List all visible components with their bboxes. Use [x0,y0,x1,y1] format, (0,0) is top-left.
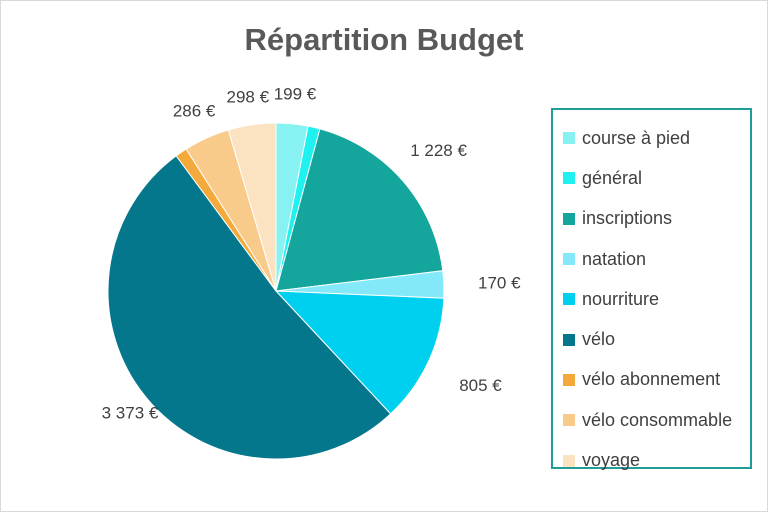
legend-label: voyage [582,450,641,471]
legend-label: natation [582,248,647,269]
legend-item-velo-abonnement: vélo abonnement [553,360,750,400]
data-label-course-a-pied: 199 € [274,85,317,104]
legend-swatch [563,414,575,427]
data-label-velo: 3 373 € [102,403,159,422]
legend-item-voyage: voyage [553,440,750,480]
legend-item-inscriptions: inscriptions [553,199,750,239]
legend-label: inscriptions [582,208,673,229]
pie-slice-inscriptions [275,128,444,292]
legend-item-course-a-pied: course à pied [553,118,750,158]
data-label-natation: 170 € [478,273,521,292]
legend-label: nourriture [582,288,660,309]
data-label-voyage: 298 € [227,88,270,107]
pie-slice-velo [107,155,392,460]
pie-slice-nourriture [274,290,445,415]
legend-label: vélo [582,329,616,350]
pie-slice-voyage [227,122,277,292]
legend-item-nourriture: nourriture [553,279,750,319]
data-label-nourriture: 805 € [459,376,502,395]
legend-label: vélo consommable [582,409,733,430]
legend-label: course à pied [582,127,691,148]
chart-legend: course à pied général inscriptions natation… [551,108,752,470]
legend-item-velo-consommable: vélo consommable [553,400,750,440]
legend-swatch [563,373,575,386]
legend-item-general: général [553,158,750,198]
data-label-velo-consommable: 286 € [173,102,216,121]
legend-swatch [563,333,575,346]
legend-item-natation: natation [553,239,750,279]
chart-title: Répartition Budget [244,22,524,57]
data-label-inscriptions: 1 228 € [410,141,467,160]
legend-label: vélo abonnement [582,369,721,390]
legend-swatch [563,132,575,145]
legend-swatch [563,454,575,467]
legend-swatch [563,172,575,185]
legend-item-velo: vélo [553,319,750,359]
legend-swatch [563,293,575,306]
legend-label: général [582,167,643,188]
legend-swatch [563,253,575,266]
legend-swatch [563,212,575,225]
